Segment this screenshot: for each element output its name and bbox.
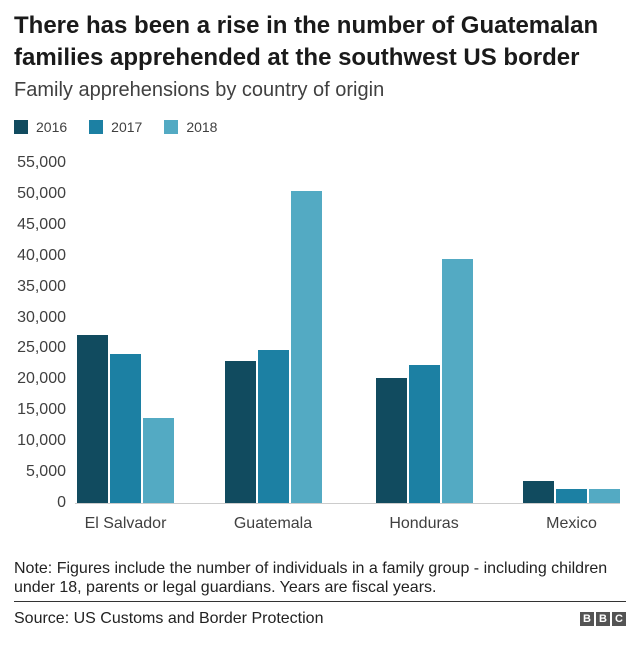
y-axis-label: 40,000 [17, 246, 66, 264]
x-axis-label: Guatemala [233, 515, 313, 532]
x-axis-label: El Salvador [84, 515, 167, 532]
x-axis-label: Honduras [389, 515, 459, 532]
bar-2016-guatemala [224, 360, 256, 503]
bbc-logo-letter: B [596, 611, 610, 626]
source-row: Source: US Customs and Border Protection… [14, 609, 626, 628]
bbc-logo-letter: C [612, 611, 626, 626]
chart-subtitle: Family apprehensions by country of origi… [14, 79, 385, 101]
note-text: Note: Figures include the number of indi… [14, 560, 608, 596]
y-axis-label: 45,000 [17, 215, 66, 233]
y-axis-label: 20,000 [17, 370, 66, 388]
divider-line [14, 601, 626, 602]
bar-2018-mexico [589, 488, 620, 503]
legend-swatch-2018 [164, 120, 179, 134]
y-axis-label: 15,000 [17, 401, 66, 419]
legend: 2016 2017 2018 [14, 119, 626, 135]
bar-2017-guatemala [257, 350, 289, 503]
bbc-logo-letter: B [580, 611, 594, 626]
bar-2018-el-salvador [143, 418, 174, 503]
y-axis-label: 30,000 [17, 308, 66, 326]
legend-item-2016: 2016 [14, 119, 67, 135]
legend-swatch-2016 [14, 120, 28, 134]
bar-2016-honduras [375, 378, 407, 503]
legend-label: 2017 [111, 119, 143, 135]
x-axis-label: Mexico [546, 515, 597, 532]
bbc-logo: B B C [580, 611, 626, 626]
bar-2016-el-salvador [77, 335, 108, 503]
bar-2017-mexico [556, 489, 587, 503]
bar-2017-honduras [408, 364, 440, 503]
plot-area: 0 5,000 10,000 15,000 20,000 25,000 30,000 35,0… [17, 154, 620, 532]
legend-swatch-2017 [89, 120, 104, 134]
source-text: Source: US Customs and Border Protection [14, 610, 324, 627]
bar-2018-guatemala [290, 191, 322, 503]
legend-label: 2016 [36, 119, 68, 135]
y-axis-label: 0 [57, 494, 66, 511]
y-axis-label: 10,000 [17, 432, 66, 450]
bar-2016-mexico [523, 481, 554, 503]
y-axis-label: 55,000 [17, 154, 66, 171]
y-axis-label: 50,000 [17, 184, 66, 202]
header: There has been a rise in the number of G… [0, 0, 640, 102]
bar-2017-el-salvador [110, 354, 141, 503]
legend-label: 2018 [186, 119, 218, 135]
legend-item-2017: 2017 [89, 119, 142, 135]
y-axis-label: 5,000 [25, 463, 66, 481]
y-axis-label: 25,000 [17, 339, 66, 357]
y-axis-label: 35,000 [17, 277, 66, 295]
bar-2018-honduras [441, 259, 473, 503]
legend-item-2018: 2018 [164, 119, 217, 135]
chart-title: There has been a rise in the number of G… [14, 12, 599, 71]
footer: Note: Figures include the number of indi… [14, 559, 626, 628]
